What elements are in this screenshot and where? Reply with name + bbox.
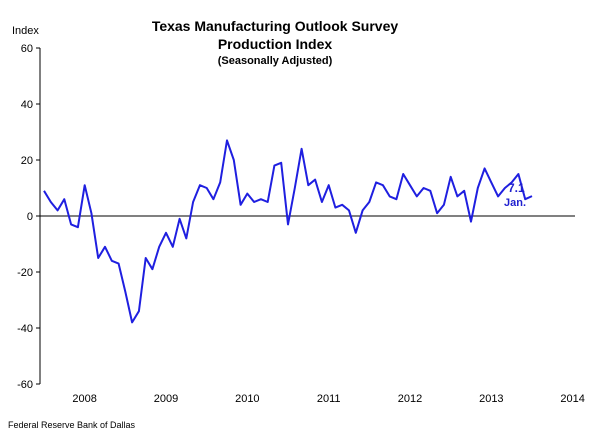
y-tick-label: -20 <box>17 267 33 279</box>
last-value-label: 7.1 <box>508 181 525 195</box>
x-tick-label: 2008 <box>72 393 96 405</box>
x-axis: 2008 2009 2010 2011 2012 2013 2014 <box>40 215 585 405</box>
last-period-label: Jan. <box>504 197 526 209</box>
source-note: Federal Reserve Bank of Dallas <box>8 420 136 430</box>
x-tick-label: 2013 <box>479 393 503 405</box>
x-tick-label: 2014 <box>560 393 584 405</box>
series-group <box>43 139 533 324</box>
y-tick-label: 20 <box>21 155 33 167</box>
y-tick-label: 0 <box>27 211 33 223</box>
y-tick-label: 60 <box>21 43 33 55</box>
y-axis-label: Index <box>12 25 39 37</box>
y-tick-label: 40 <box>21 99 33 111</box>
chart-title: Texas Manufacturing Outlook Survey <box>152 18 399 34</box>
x-tick-label: 2011 <box>317 393 341 405</box>
chart-subtitle: Production Index <box>218 36 333 52</box>
series-line <box>43 139 533 324</box>
x-tick-label: 2012 <box>398 393 422 405</box>
x-tick-label: 2010 <box>235 393 259 405</box>
x-tick-label: 2009 <box>154 393 178 405</box>
y-axis: -60 -40 -20 0 20 40 60 <box>17 43 41 391</box>
y-tick-label: -60 <box>17 379 33 391</box>
chart-subtitle-adjustment: (Seasonally Adjusted) <box>218 55 333 67</box>
y-tick-label: -40 <box>17 323 33 335</box>
